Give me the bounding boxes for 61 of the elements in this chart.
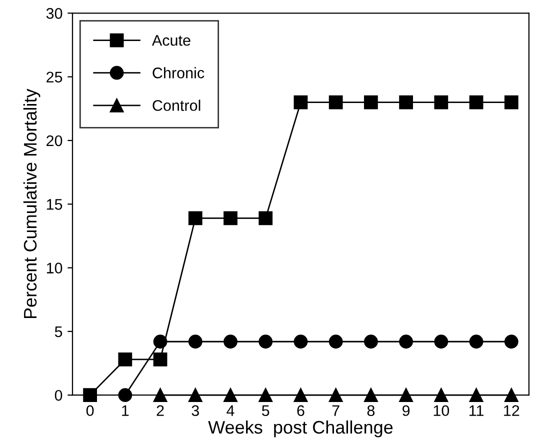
x-tick-label: 11 [470, 405, 484, 416]
x-tick-label: 8 [367, 405, 375, 416]
point [328, 334, 343, 349]
y-tick-label: 30 [46, 8, 62, 19]
y-tick-label: 0 [54, 390, 62, 401]
point [188, 334, 202, 349]
legend-label: Chronic [152, 67, 204, 78]
point [188, 388, 202, 402]
point [294, 334, 308, 349]
point [434, 388, 448, 402]
y-tick-label: 15 [46, 199, 62, 210]
y-tick-label: 25 [46, 72, 62, 83]
x-tick-label: 6 [297, 405, 304, 416]
legend-label: Acute [152, 35, 190, 46]
x-tick-label: 4 [226, 405, 234, 416]
y-tick-label: 20 [46, 135, 62, 146]
x-tick-label: 7 [332, 405, 340, 416]
point [188, 211, 202, 226]
point [504, 334, 518, 349]
y-tick-label: 10 [46, 262, 62, 274]
point [469, 334, 484, 349]
point [504, 388, 518, 402]
point [399, 95, 413, 110]
point [258, 211, 273, 226]
point [294, 95, 308, 110]
x-tick-label: 12 [504, 405, 520, 416]
point [434, 334, 448, 349]
point [224, 388, 238, 402]
point [258, 334, 273, 349]
point [258, 388, 273, 402]
point [469, 388, 484, 402]
y-tick-label: 5 [54, 326, 62, 338]
point [399, 388, 413, 402]
point [364, 95, 378, 110]
x-tick-label: 2 [156, 405, 164, 416]
point [504, 95, 518, 110]
point [83, 388, 97, 402]
y-axis-title: Percent Cumulative Mortality [23, 88, 40, 318]
x-axis-title: Weeks post Challenge [208, 420, 393, 438]
point [224, 211, 238, 226]
point [364, 388, 378, 402]
x-tick-label: 0 [86, 405, 94, 416]
point [399, 334, 413, 349]
point [153, 388, 168, 402]
x-tick-label: 9 [402, 405, 410, 416]
point [294, 388, 308, 402]
point [328, 95, 343, 110]
point [153, 334, 168, 349]
x-tick-label: 1 [122, 405, 129, 416]
x-tick-label: 10 [434, 405, 450, 416]
point [118, 388, 132, 402]
point [153, 352, 168, 366]
x-tick-label: 5 [262, 405, 270, 416]
legend-label: Control [152, 100, 200, 111]
x-tick-label: 3 [192, 405, 199, 416]
point [328, 388, 343, 402]
point [364, 334, 378, 349]
point [469, 95, 484, 110]
point [118, 352, 132, 366]
point [224, 334, 238, 349]
point [434, 95, 448, 110]
